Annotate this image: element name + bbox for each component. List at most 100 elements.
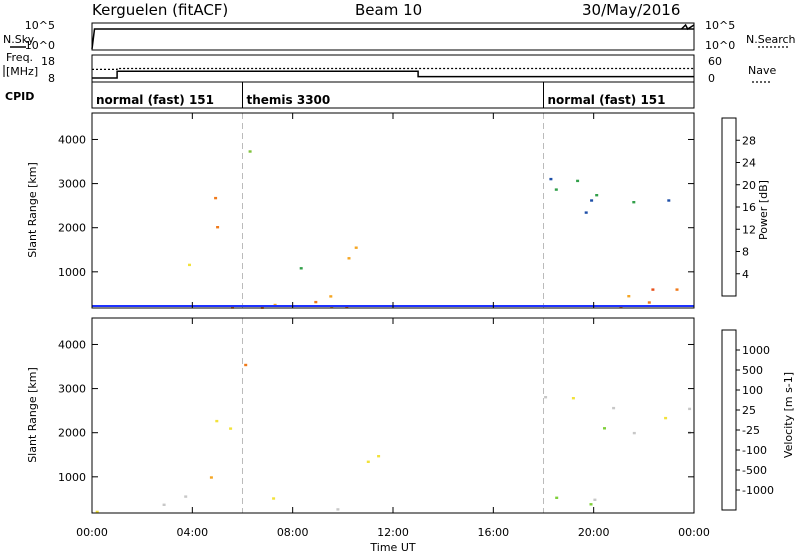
y-tick-label: 3000 (58, 383, 86, 396)
cpid-panel-frame (91, 81, 695, 109)
echo-cell (595, 194, 599, 197)
colorbar-tick-label: 28 (742, 134, 756, 147)
cpid-segment-label: themis 3300 (247, 93, 331, 107)
x-tick-label: 20:00 (578, 526, 610, 539)
echo-cell (554, 188, 558, 191)
echo-cell (603, 427, 606, 430)
power-ylabel: Slant Range [km] (26, 162, 39, 258)
colorbar-tick-label: 1000 (742, 344, 770, 357)
echo-cell (215, 419, 219, 423)
y-tick-label: 4000 (58, 338, 86, 351)
colorbar-tick-label: -500 (742, 464, 767, 477)
y-tick-label: 2000 (58, 222, 86, 235)
echo-cell (162, 503, 166, 506)
freq-label: Freq. (6, 51, 33, 64)
x-tick-label: 04:00 (176, 526, 208, 539)
echo-cell (589, 503, 593, 506)
nsky-panel-frame (91, 22, 695, 51)
velocity-colorbar-label: Velocity [m s-1] (782, 372, 795, 458)
cpid-segment-label: normal (fast) 151 (96, 93, 214, 107)
echo-cell (214, 196, 218, 200)
colorbar-tick-label: 500 (742, 364, 763, 377)
echo-cell (209, 476, 213, 479)
y-tick-label: 1000 (58, 471, 86, 484)
nave-tick-bottom: 0 (708, 72, 715, 85)
nave-tick-top: 60 (708, 55, 722, 68)
cpid-segments: normal (fast) 151 themis 3300 normal (fast… (96, 82, 666, 108)
echo-cell (299, 267, 303, 270)
velocity-colorbar: 1000 500 100 25 -25 -100 -500 -1000 (721, 329, 774, 511)
echo-cell (377, 455, 381, 458)
nsky-label: N.Sky (3, 33, 35, 46)
echo-cell (244, 363, 248, 367)
echo-cell (593, 498, 597, 501)
colorbar-tick-label: 20 (742, 179, 756, 192)
velocity-echo-cells (95, 318, 692, 514)
echo-cell (688, 407, 692, 411)
echo-cell (667, 199, 671, 202)
x-tick-label: 00:00 (678, 526, 710, 539)
freq-tick-top: 18 (41, 55, 55, 68)
echo-cell (612, 406, 616, 410)
colorbar-tick-label: -1000 (742, 484, 774, 497)
power-echo-cells (92, 113, 694, 309)
echo-cell (627, 295, 631, 298)
echo-cell (229, 427, 233, 430)
power-colorbar: 4 8 12 16 20 24 28 (721, 117, 756, 297)
echo-cell (584, 211, 588, 214)
x-tick-label: 16:00 (477, 526, 509, 539)
date-title: 30/May/2016 (582, 1, 680, 19)
echo-cell (329, 295, 333, 298)
cpid-label: CPID (5, 90, 34, 103)
colorbar-tick-label: 100 (742, 384, 763, 397)
colorbar-tick-label: 4 (742, 268, 749, 281)
nsearch-tick-bottom: 10^0 (705, 39, 735, 52)
colorbar-tick-label: 8 (742, 246, 749, 259)
echo-cell (336, 508, 340, 511)
nsky-tick-bottom: 10^0 (25, 39, 55, 52)
velocity-ylabel: Slant Range [km] (26, 367, 39, 463)
velocity-panel-frame (91, 317, 695, 514)
echo-cell (555, 496, 559, 499)
echo-cell (664, 416, 668, 420)
colorbar-tick-label: -25 (742, 424, 760, 437)
y-tick-label: 1000 (58, 266, 86, 279)
freq-unit-label: [MHz] (6, 65, 38, 78)
echo-cell (544, 396, 548, 399)
freq-series-line (92, 70, 694, 79)
nsearch-label: N.Search (746, 33, 796, 46)
echo-cell (576, 179, 580, 183)
echo-cell (366, 460, 370, 463)
x-tick-label: 12:00 (377, 526, 409, 539)
echo-cell (590, 199, 594, 202)
cpid-segment-label: normal (fast) 151 (548, 93, 666, 107)
y-tick-label: 4000 (58, 133, 86, 146)
y-tick-label: 3000 (58, 178, 86, 191)
echo-cell (632, 431, 636, 435)
nave-series-line (92, 67, 694, 71)
velocity-y-ticks: 1000 2000 3000 4000 (58, 338, 694, 484)
echo-cell (647, 301, 651, 304)
echo-cell (216, 226, 220, 229)
top-series-group (91, 23, 695, 79)
nsearch-tick-top: 10^5 (705, 19, 735, 32)
colorbar-frame (721, 117, 737, 297)
echo-cell (248, 150, 252, 153)
echo-cell (354, 246, 358, 249)
echo-cell (188, 263, 191, 267)
y-tick-label: 2000 (58, 427, 86, 440)
x-axis-label: Time UT (369, 541, 415, 554)
x-tick-label: 00:00 (76, 526, 108, 539)
nave-label: Nave (748, 64, 776, 77)
colorbar-tick-label: 25 (742, 404, 756, 417)
echo-cell (632, 201, 636, 204)
colorbar-tick-label: 16 (742, 201, 756, 214)
colorbar-tick-label: 12 (742, 223, 756, 236)
echo-cell (95, 510, 99, 514)
freq-tick-bottom: 8 (48, 72, 55, 85)
colorbar-tick-label: -100 (742, 444, 767, 457)
power-colorbar-label: Power [dB] (757, 180, 770, 240)
echo-cell (314, 300, 318, 304)
beam-title: Beam 10 (355, 1, 422, 19)
